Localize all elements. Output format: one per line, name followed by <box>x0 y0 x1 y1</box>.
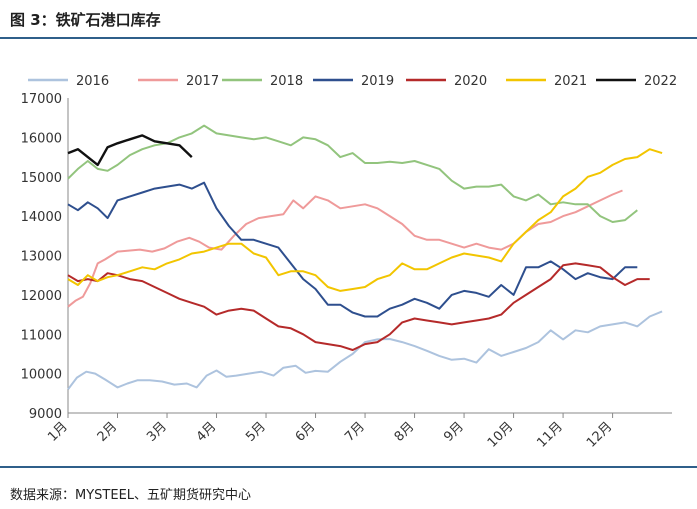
top-divider <box>0 37 697 39</box>
chart-title: 图 3：铁矿石港口库存 <box>10 11 161 29</box>
x-tick-label: 12月 <box>584 419 615 450</box>
series-line-2021 <box>67 148 663 292</box>
x-tick-label: 9月 <box>441 419 467 445</box>
legend-label-2018: 2018 <box>270 74 303 89</box>
legend-label-2017: 2017 <box>186 74 219 89</box>
x-tick-label: 11月 <box>534 419 565 450</box>
y-tick-label: 13000 <box>21 250 62 265</box>
series-line-2020 <box>67 262 650 351</box>
legend-label-2022: 2022 <box>644 74 677 89</box>
x-tick-label: 10月 <box>485 419 516 450</box>
y-tick-label: 9000 <box>29 407 62 422</box>
y-tick-label: 14000 <box>21 210 62 225</box>
data-source-note: 数据来源：MYSTEEL、五矿期货研究中心 <box>10 488 252 503</box>
y-tick-label: 17000 <box>21 92 62 107</box>
y-tick-label: 16000 <box>21 131 62 146</box>
legend-label-2020: 2020 <box>454 74 487 89</box>
line-chart: 9000 10000 11000 12000 13000 14000 15000 16000 1… <box>21 74 677 451</box>
y-tick-label: 12000 <box>21 289 62 304</box>
legend-label-2016: 2016 <box>76 74 109 89</box>
x-tick-label: 1月 <box>45 419 71 445</box>
y-tick-label: 15000 <box>21 171 62 186</box>
series-line-2016 <box>67 310 663 391</box>
series-line-2019 <box>67 181 638 318</box>
legend-label-2019: 2019 <box>361 74 394 89</box>
x-tick-label: 4月 <box>194 419 220 445</box>
x-tick-label: 6月 <box>293 419 319 445</box>
legend-label-2021: 2021 <box>554 74 587 89</box>
x-tick-label: 7月 <box>342 419 368 445</box>
x-tick-label: 5月 <box>243 419 269 445</box>
y-tick-label: 10000 <box>21 368 62 383</box>
y-tick-label: 11000 <box>21 328 62 343</box>
series-line-2018 <box>67 124 638 223</box>
series-line-2022 <box>67 134 193 167</box>
x-tick-label: 3月 <box>144 419 170 445</box>
bottom-divider <box>0 466 697 468</box>
x-tick-label: 2月 <box>95 419 121 445</box>
x-tick-label: 8月 <box>392 419 418 445</box>
